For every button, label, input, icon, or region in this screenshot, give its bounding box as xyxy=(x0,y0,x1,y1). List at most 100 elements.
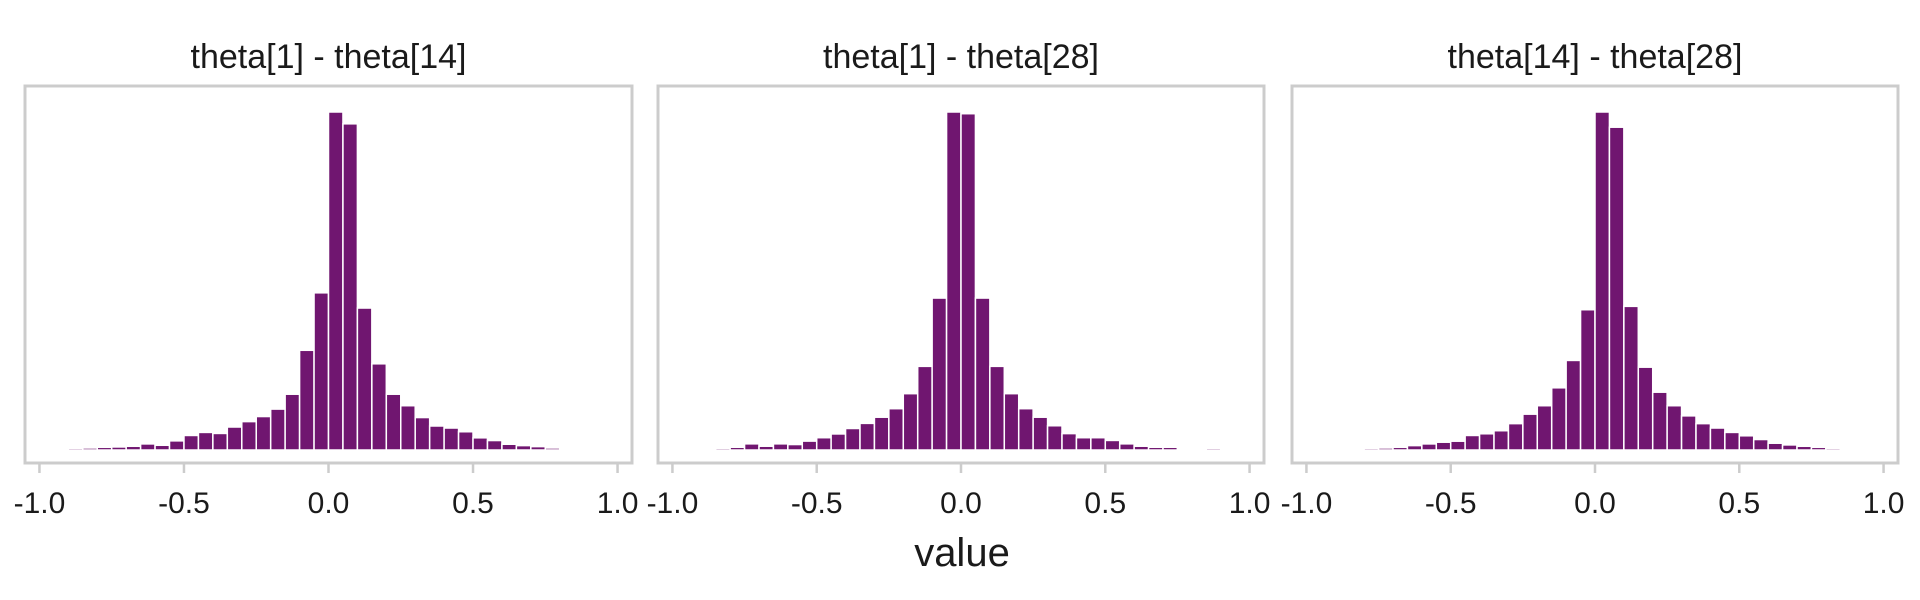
histogram-bar xyxy=(1507,422,1524,451)
histogram-bar xyxy=(414,416,431,451)
histogram-bar xyxy=(1449,440,1466,451)
histogram-bar xyxy=(758,445,775,451)
histogram-bar xyxy=(1738,435,1755,451)
histogram-bar xyxy=(1392,446,1409,451)
histogram-bar xyxy=(1493,429,1510,451)
x-tick-label: 0.0 xyxy=(940,487,982,520)
histogram-bar xyxy=(1680,415,1697,451)
histogram-bar xyxy=(931,297,948,451)
histogram-bar xyxy=(1579,308,1596,451)
histogram-bar xyxy=(815,436,832,451)
histogram-bar xyxy=(801,440,818,451)
histogram-bar xyxy=(1075,436,1092,451)
histogram-bar xyxy=(700,447,717,451)
histogram-bar xyxy=(515,444,532,451)
histogram-panels: theta[1] - theta[14] -1.0 -0.5 0.0 0.5 1.0 the… xyxy=(14,38,1905,520)
histogram-bar xyxy=(110,446,127,451)
x-axis-label: value xyxy=(914,531,1010,575)
histogram-bar xyxy=(226,426,243,451)
histogram-bar xyxy=(269,408,286,451)
histogram-bar xyxy=(844,427,861,451)
histogram-bar xyxy=(1003,392,1020,451)
histogram-bar xyxy=(558,447,575,451)
histogram-bar xyxy=(1104,439,1121,451)
histogram-bar xyxy=(1017,407,1034,451)
histogram-bar xyxy=(1118,443,1135,451)
histogram-bar xyxy=(974,297,991,451)
histogram-bar xyxy=(1666,404,1683,451)
histogram-bar xyxy=(96,446,113,451)
histogram-bar xyxy=(1219,448,1236,451)
histogram-bar xyxy=(255,415,272,451)
histogram-bar xyxy=(327,111,344,451)
histogram-bar xyxy=(1205,447,1222,451)
histogram-bar xyxy=(457,431,474,451)
histogram-bar xyxy=(830,433,847,451)
histogram-bar xyxy=(241,420,257,451)
histogram-bar xyxy=(1825,447,1842,451)
x-tick-label: 1.0 xyxy=(597,487,639,520)
x-tick-label: 1.0 xyxy=(1229,487,1271,520)
histogram-panel-1: theta[1] - theta[14] -1.0 -0.5 0.0 0.5 1.0 xyxy=(14,38,639,520)
histogram-bar xyxy=(125,445,142,451)
histogram-bar xyxy=(1796,445,1813,451)
histogram-bar xyxy=(1147,446,1164,451)
histogram-bar xyxy=(530,445,547,451)
x-tick-label: 0.0 xyxy=(308,487,350,520)
histogram-bar xyxy=(154,444,171,451)
histogram-bar xyxy=(989,365,1006,451)
histogram-bar xyxy=(1348,448,1365,451)
histogram-bar xyxy=(1176,447,1193,451)
histogram-bar xyxy=(472,437,489,451)
x-tick-label: 0.5 xyxy=(1084,487,1126,520)
histogram-bar xyxy=(139,443,156,451)
x-tick-label: -1.0 xyxy=(14,487,66,520)
histogram-bar xyxy=(1623,305,1640,451)
panel-title: theta[1] - theta[28] xyxy=(823,38,1099,76)
histogram-bar xyxy=(486,439,503,451)
histogram-bar xyxy=(1406,444,1423,451)
histogram-bar xyxy=(168,440,185,451)
histogram-bar xyxy=(1133,445,1150,451)
histogram-bar xyxy=(197,431,214,451)
histogram-bar xyxy=(873,416,890,451)
histogram-bar xyxy=(1090,436,1107,451)
histogram-bar xyxy=(1478,433,1495,451)
histogram-bar xyxy=(284,393,301,451)
histogram-bar xyxy=(1032,416,1049,451)
histogram-bar xyxy=(1334,448,1351,451)
histogram-bar xyxy=(1695,422,1712,451)
x-tick-label: -0.5 xyxy=(158,487,210,520)
histogram-bar xyxy=(1046,425,1063,451)
histogram-bar xyxy=(400,404,416,451)
histogram-bar xyxy=(67,447,84,451)
histogram-bar xyxy=(501,443,518,451)
histogram-bar xyxy=(1637,366,1654,451)
x-tick-label: 1.0 xyxy=(1863,487,1905,520)
histogram-bar xyxy=(1363,447,1380,451)
histogram-bar xyxy=(443,427,460,451)
x-tick-label: -1.0 xyxy=(1281,487,1333,520)
histogram-bar xyxy=(1565,359,1582,451)
x-tick-label: -0.5 xyxy=(1425,487,1477,520)
histogram-bar xyxy=(1162,446,1179,451)
panel-title: theta[1] - theta[14] xyxy=(191,38,467,76)
histogram-bar xyxy=(82,447,99,451)
histogram-bar xyxy=(888,407,905,451)
histogram-bar xyxy=(1651,391,1668,451)
histogram-bar xyxy=(787,443,804,451)
histogram-bar xyxy=(772,443,789,451)
histogram-bar xyxy=(1810,446,1827,451)
histogram-panel-3: theta[14] - theta[28] -1.0 -0.5 0.0 0.5 1.0 xyxy=(1281,38,1905,520)
histogram-bar xyxy=(1536,404,1553,451)
histogram-bar xyxy=(960,112,977,451)
histogram-bar xyxy=(573,448,590,451)
histogram-panel-2: theta[1] - theta[28] -1.0 -0.5 0.0 0.5 1.0 xyxy=(647,38,1271,520)
histogram-bar xyxy=(1377,447,1394,451)
histogram-bar xyxy=(1767,442,1784,451)
x-tick-label: -1.0 xyxy=(647,487,699,520)
histogram-bar xyxy=(1709,427,1726,451)
histogram-bar xyxy=(1522,413,1539,451)
panel-title: theta[14] - theta[28] xyxy=(1448,38,1743,76)
histogram-bar xyxy=(371,363,388,451)
